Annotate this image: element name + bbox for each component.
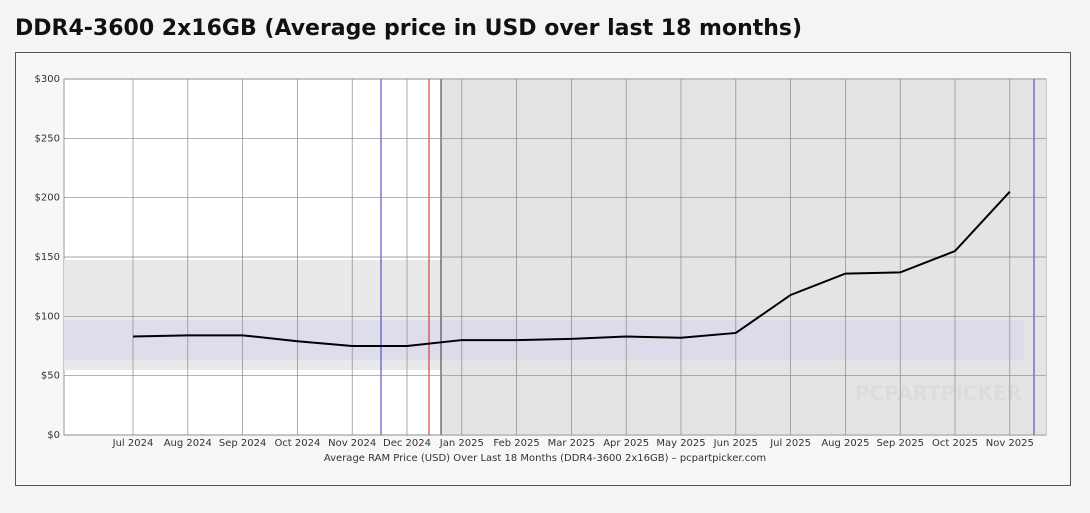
x-tick-label: Jan 2025 bbox=[439, 438, 484, 449]
x-tick-label: Jun 2025 bbox=[713, 438, 758, 449]
x-tick-label: Aug 2025 bbox=[821, 438, 869, 449]
price-line bbox=[132, 191, 1011, 347]
x-axis-label: Average RAM Price (USD) Over Last 18 Mon… bbox=[324, 453, 766, 464]
x-tick-label: Nov 2024 bbox=[328, 438, 376, 449]
watermark: PCPARTPICKER bbox=[855, 381, 1022, 405]
y-tick-label: $250 bbox=[35, 133, 60, 144]
x-tick-label: Feb 2025 bbox=[493, 438, 539, 449]
x-tick-label: Oct 2025 bbox=[932, 438, 978, 449]
y-tick-label: $150 bbox=[35, 252, 60, 263]
x-tick-label: Oct 2024 bbox=[274, 438, 320, 449]
x-tick-label: Jul 2024 bbox=[112, 438, 154, 449]
y-tick-label: $300 bbox=[35, 74, 60, 85]
y-tick-label: $200 bbox=[35, 193, 60, 204]
x-tick-label: Apr 2025 bbox=[603, 438, 649, 449]
x-tick-label: Jul 2025 bbox=[769, 438, 811, 449]
x-tick-label: Sep 2024 bbox=[219, 438, 266, 449]
x-tick-label: Nov 2025 bbox=[986, 438, 1034, 449]
x-tick-label: Dec 2024 bbox=[383, 438, 431, 449]
chart-title: DDR4-3600 2x16GB (Average price in USD o… bbox=[15, 16, 802, 41]
x-tick-label: Aug 2024 bbox=[164, 438, 212, 449]
x-tick-label: Sep 2025 bbox=[876, 438, 923, 449]
x-tick-label: Mar 2025 bbox=[548, 438, 596, 449]
x-tick-label: May 2025 bbox=[656, 438, 705, 449]
y-tick-label: $50 bbox=[41, 371, 60, 382]
y-tick-label: $0 bbox=[47, 430, 60, 441]
y-tick-label: $100 bbox=[35, 311, 60, 322]
